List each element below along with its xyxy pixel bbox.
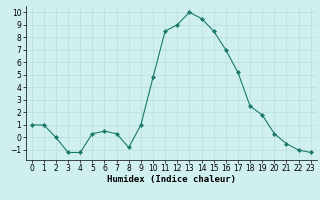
X-axis label: Humidex (Indice chaleur): Humidex (Indice chaleur) [107, 175, 236, 184]
